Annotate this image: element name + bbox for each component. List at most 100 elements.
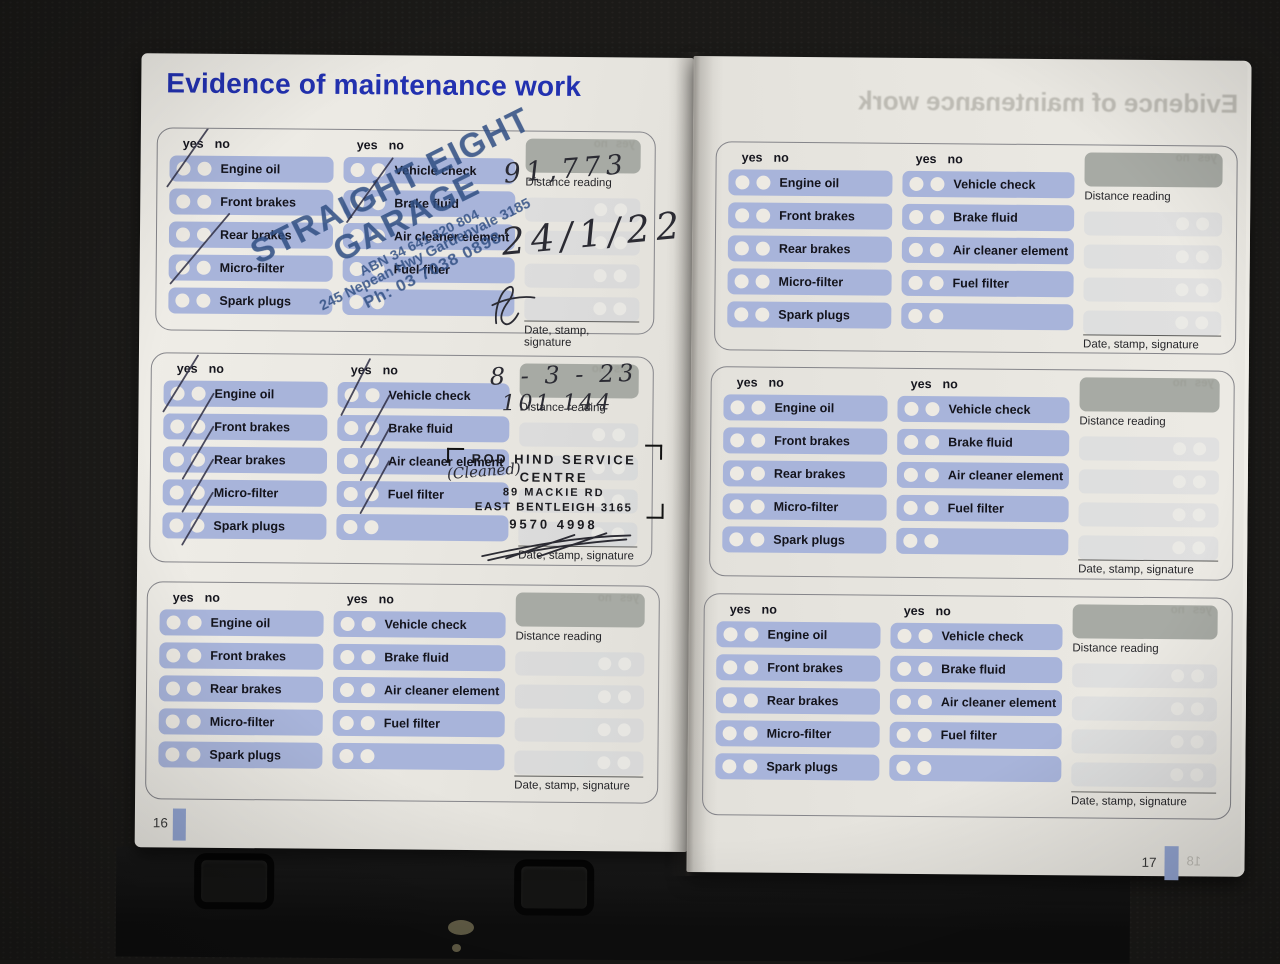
yes-label: yes [741,150,763,165]
checklist-item-brake-fluid: Brake fluid [890,655,1063,684]
yes-checkbox [349,228,365,244]
checklist-item-label: Brake fluid [953,210,1018,225]
yes-no-header: yes no [173,590,324,605]
checklist-item-label: Brake fluid [384,650,449,665]
no-checkbox [925,435,940,450]
yes-checkbox [896,727,911,742]
yes-no-header: yes no [737,375,888,390]
yes-checkbox [734,274,749,289]
no-checkbox [360,716,375,731]
no-checkbox [365,421,380,436]
checklist-item-label: Fuel filter [387,487,445,502]
checklist-item-vehicle-check: Vehicle check [337,381,510,410]
checklist-item-micro-filter: Micro-filter [715,720,880,748]
no-checkbox [930,177,945,192]
checklist-item-rear-brakes: Rear brakes [168,221,334,249]
service-record-form: yes no Engine oil Front brakes Rear brakes… [703,594,1232,819]
checklist-item-label: Brake fluid [394,196,459,211]
checklist-item-label: Fuel filter [947,501,1004,516]
yes-label: yes [736,375,758,390]
no-checkbox [196,227,212,242]
checklist-item-front-brakes: Front brakes [163,413,328,441]
page-tab [172,808,186,841]
checklist-item-label: Engine oil [774,400,835,416]
checklist-item-label: Micro-filter [778,274,844,290]
checklist-item-label: Front brakes [214,419,291,435]
yes-label: yes [915,151,937,167]
yes-checkbox [340,649,355,665]
checklist-item-label: Front brakes [210,648,287,664]
checklist-item-vehicle-check: Vehicle check [902,170,1075,199]
no-label: no [388,138,404,153]
checklist-item-air-cleaner-element: Air cleaner element [896,461,1070,490]
no-checkbox [750,466,765,481]
yes-no-header: yes no [904,604,1063,619]
no-checkbox [756,175,771,190]
checklist-item-brake-fluid: Brake fluid [897,428,1070,457]
checklist-item-blank [889,754,1062,783]
page-tab [1164,846,1179,881]
checklist-item-front-brakes: Front brakes [723,427,888,455]
checklist-item-label: Rear brakes [209,681,282,697]
no-checkbox [187,648,202,663]
no-checkbox [755,241,770,256]
yes-checkbox [722,759,737,774]
yes-no-header: yes no [347,592,506,607]
yes-checkbox [343,486,358,502]
yes-checkbox [729,532,744,547]
no-checkbox [191,419,206,434]
yes-checkbox [176,161,191,176]
checklist-item-label: Fuel filter [393,262,451,277]
distance-reading-label: Distance reading [1079,415,1166,429]
yes-checkbox [908,242,923,257]
show-through-rows [1071,663,1218,788]
no-checkbox [744,660,759,675]
checklist-item-rear-brakes: Rear brakes [715,687,881,715]
checklist-item-label: Rear brakes [213,452,286,468]
no-checkbox [751,433,766,448]
checklist-item-label: Micro-filter [209,714,275,730]
no-label: no [947,152,963,167]
checklist-item-front-brakes: Front brakes [716,654,881,682]
checklist-item-label: Fuel filter [940,728,997,743]
page-title: Evidence of maintenance work [166,67,582,103]
checklist-item-label: Front brakes [767,660,844,676]
no-checkbox [191,386,206,401]
service-record-block-3: yes no Engine oil Front brakes Rear brakes… [145,581,660,804]
yes-checkbox [730,400,745,415]
no-checkbox [917,694,932,710]
yes-no-header: yes no [177,361,328,376]
yes-checkbox [903,467,918,482]
checklist-item-label: Micro-filter [766,726,832,742]
no-checkbox [929,309,944,324]
no-checkbox [743,759,758,774]
no-checkbox [751,400,766,415]
checklist-item-blank [332,742,505,771]
checklist-item-engine-oil: Engine oil [159,609,324,637]
checklist-item-air-cleaner-element: Air cleaner element [889,688,1063,717]
no-checkbox [197,194,212,209]
checklist-item-label: Front brakes [779,208,855,224]
yes-checkbox [729,466,744,481]
yes-checkbox [735,208,750,223]
checklist-item-label: Spark plugs [766,759,838,775]
checklist-item-label: Vehicle check [384,617,467,633]
no-label: no [773,150,789,165]
yes-label: yes [910,376,932,392]
no-checkbox [917,727,932,743]
yes-checkbox [169,485,184,500]
yes-no-header: yes no [357,138,516,153]
no-label: no [935,604,951,619]
no-checkbox [925,402,940,417]
yes-label: yes [346,591,368,607]
yes-checkbox [908,275,923,290]
checklist-item-rear-brakes: Rear brakes [722,460,888,488]
checklist-item-rear-brakes: Rear brakes [727,235,892,263]
checklist-item-label: Rear brakes [219,227,292,243]
no-checkbox [364,487,379,502]
distance-reading-label: Distance reading [1072,642,1159,656]
no-checkbox [364,454,380,469]
checklist-item-label: Engine oil [210,615,271,631]
checklist-item-spark-plugs: Spark plugs [727,301,892,329]
yes-checkbox [170,386,185,401]
